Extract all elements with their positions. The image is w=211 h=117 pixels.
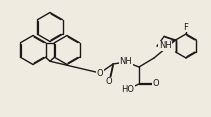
Text: F: F [184, 23, 188, 32]
Text: HO: HO [122, 84, 134, 93]
Text: O: O [97, 68, 103, 77]
Text: NH: NH [159, 42, 171, 51]
Text: O: O [106, 77, 112, 86]
Text: O: O [152, 79, 159, 88]
Text: NH: NH [120, 57, 132, 66]
